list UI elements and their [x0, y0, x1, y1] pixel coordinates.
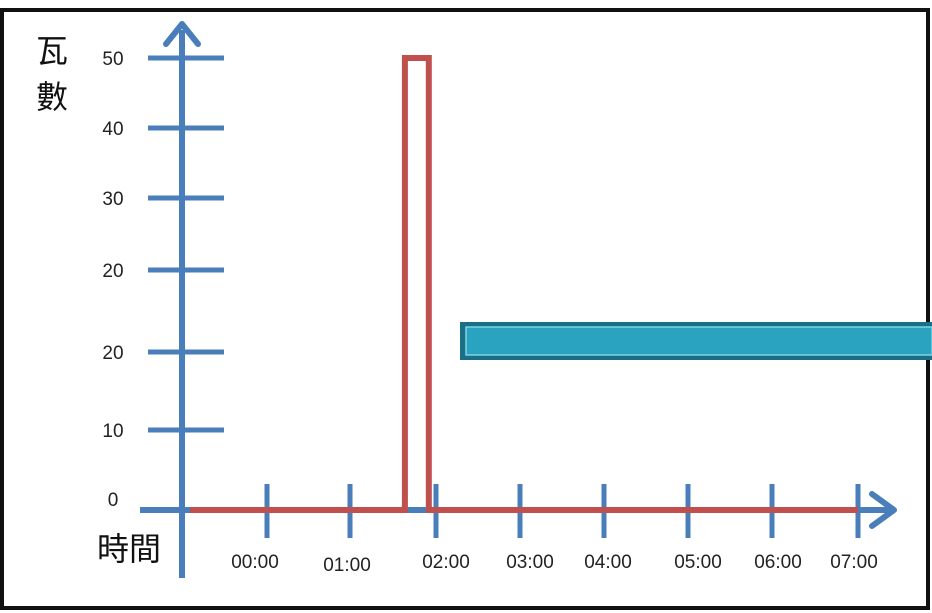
y-tick-label: 30 — [102, 189, 123, 210]
y-tick-label: 0 — [108, 490, 119, 511]
axes-group — [140, 21, 897, 578]
x-tick-label: 06:00 — [754, 552, 802, 573]
series-group — [190, 55, 858, 513]
y-tick-label: 20 — [102, 343, 123, 364]
y-tick-label: 50 — [102, 49, 123, 70]
x-axis-arrow — [869, 491, 897, 529]
x-tick-label: 04:00 — [584, 552, 632, 573]
x-tick-label: 03:00 — [506, 552, 554, 573]
x-tick-label: 02:00 — [422, 552, 470, 573]
y-axis-arrow — [163, 21, 201, 47]
y-tick-label: 20 — [102, 261, 123, 282]
y-tick-label: 40 — [102, 119, 123, 140]
y-axis-title-char-1: 瓦 — [36, 32, 68, 70]
x-tick-label: 01:00 — [323, 555, 371, 576]
y-axis-title-char-2: 數 — [36, 78, 68, 116]
x-axis-title: 時間 — [97, 530, 161, 568]
highlight-bar — [465, 326, 932, 356]
x-tick-label: 05:00 — [674, 552, 722, 573]
chart-frame — [0, 8, 930, 610]
x-tick-label: 07:00 — [830, 552, 878, 573]
series-line-power — [190, 55, 858, 513]
ticks-group — [148, 55, 861, 538]
highlight-group — [460, 322, 932, 360]
x-tick-label: 00:00 — [231, 552, 279, 573]
tick-labels-group: 0 10 20 20 30 40 50 00:00 01:00 02:00 03:00 04:00 05… — [102, 49, 877, 576]
y-tick-label: 10 — [102, 421, 123, 442]
